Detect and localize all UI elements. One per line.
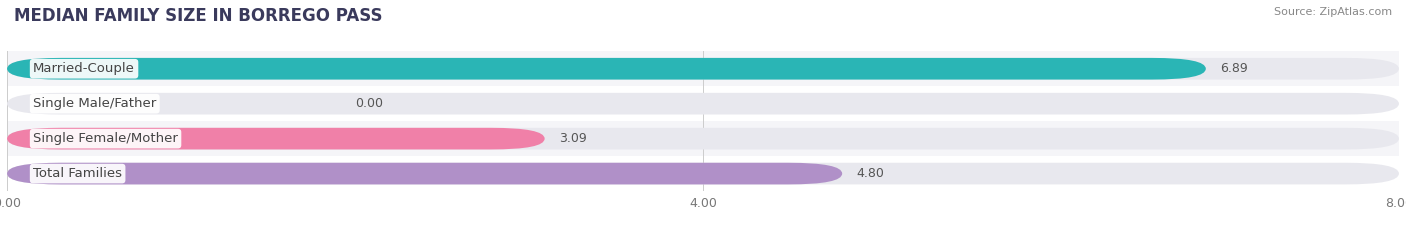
Text: MEDIAN FAMILY SIZE IN BORREGO PASS: MEDIAN FAMILY SIZE IN BORREGO PASS xyxy=(14,7,382,25)
Text: 6.89: 6.89 xyxy=(1220,62,1247,75)
FancyBboxPatch shape xyxy=(7,128,544,150)
Text: Single Male/Father: Single Male/Father xyxy=(34,97,156,110)
FancyBboxPatch shape xyxy=(7,128,1399,150)
FancyBboxPatch shape xyxy=(7,163,1399,185)
FancyBboxPatch shape xyxy=(7,156,1399,191)
Text: 4.80: 4.80 xyxy=(856,167,884,180)
FancyBboxPatch shape xyxy=(7,51,1399,86)
FancyBboxPatch shape xyxy=(7,121,1399,156)
Text: Source: ZipAtlas.com: Source: ZipAtlas.com xyxy=(1274,7,1392,17)
Text: 0.00: 0.00 xyxy=(354,97,382,110)
Text: Total Families: Total Families xyxy=(34,167,122,180)
FancyBboxPatch shape xyxy=(7,58,1206,80)
FancyBboxPatch shape xyxy=(7,58,1399,80)
Text: Married-Couple: Married-Couple xyxy=(34,62,135,75)
FancyBboxPatch shape xyxy=(7,86,1399,121)
Text: Single Female/Mother: Single Female/Mother xyxy=(34,132,179,145)
Text: 3.09: 3.09 xyxy=(558,132,586,145)
FancyBboxPatch shape xyxy=(7,93,1399,115)
FancyBboxPatch shape xyxy=(7,163,842,185)
